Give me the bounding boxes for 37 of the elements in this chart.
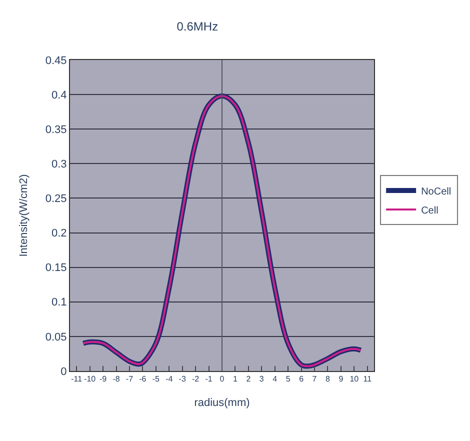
- x-tick-label: -8: [112, 374, 120, 384]
- x-tick-label: -10: [84, 374, 96, 384]
- x-tick-label: 11: [363, 374, 372, 384]
- x-tick-label: 2: [246, 374, 252, 384]
- y-tick-label: 0.45: [45, 54, 67, 67]
- legend-label: Cell: [421, 205, 438, 216]
- x-tick-label: 3: [259, 374, 264, 384]
- x-axis-title: radius(mm): [194, 396, 250, 409]
- x-tick-label: 0: [220, 374, 225, 384]
- y-tick-label: 0.4: [52, 89, 67, 102]
- x-tick-label: -7: [126, 374, 134, 384]
- chart-title: 0.6MHz: [176, 19, 218, 34]
- y-tick-label: 0.25: [45, 193, 67, 206]
- x-tick-label: -6: [139, 374, 147, 384]
- x-tick-label: 4: [272, 374, 278, 384]
- x-tick-label: 1: [232, 374, 238, 384]
- x-tick-label: -1: [205, 374, 213, 384]
- y-tick-label: 0.35: [45, 124, 67, 136]
- y-tick-label: 0.15: [45, 262, 67, 274]
- y-tick-label: 0.2: [52, 228, 67, 240]
- x-tick-label: -9: [99, 374, 108, 384]
- x-tick-label: 10: [350, 374, 360, 384]
- y-tick-label: 0.1: [52, 296, 67, 309]
- x-tick-label: 6: [299, 374, 304, 384]
- x-tick-label: -2: [192, 374, 200, 384]
- x-tick-label: 5: [286, 374, 291, 384]
- x-tick-label: 8: [326, 374, 331, 384]
- x-tick-label: -4: [166, 374, 174, 384]
- x-tick-label: -11: [71, 374, 83, 384]
- x-tick-label: -5: [152, 374, 160, 384]
- legend-label: NoCell: [421, 186, 452, 198]
- x-tick-label: -3: [178, 374, 186, 384]
- y-axis-title: Intensity(W/cm2): [18, 174, 30, 257]
- x-tick-label: 7: [312, 374, 318, 384]
- y-tick-label: 0.05: [45, 331, 67, 344]
- y-tick-label: 0.3: [52, 158, 67, 171]
- x-tick-label: 9: [338, 374, 344, 384]
